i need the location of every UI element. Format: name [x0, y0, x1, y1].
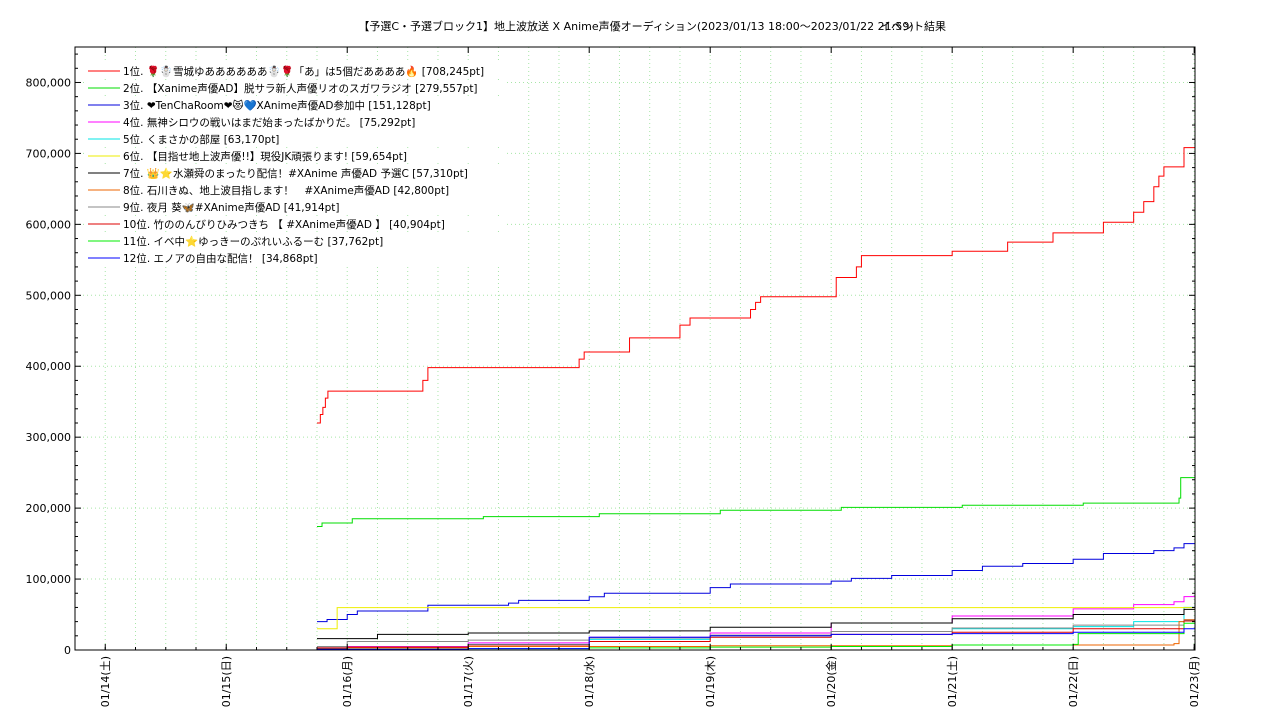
legend-entry: 11位. イベ中⭐ゆっきーのぷれいふるーむ [37,762pt]: [123, 235, 383, 248]
grid: [75, 47, 1195, 650]
series-line: [316, 620, 1195, 650]
legend-background: [84, 165, 504, 180]
legend-entry: 1位. 🌹☃️雪城ゆああああああ☃️🌹「あ」は5個だああああ🔥 [708,245…: [123, 65, 484, 78]
legend: 1位. 🌹☃️雪城ゆああああああ☃️🌹「あ」は5個だああああ🔥 [708,245…: [84, 63, 504, 265]
y-tick-label: 200,000: [26, 502, 72, 515]
x-tick-label: 01/22(日): [1067, 656, 1080, 707]
x-tick-label: 01/16(月): [341, 656, 354, 707]
y-tick-label: 500,000: [26, 289, 72, 302]
legend-entry: 6位. 【目指せ地上波声優!!】現役JK頑張ります! [59,654pt]: [123, 150, 407, 163]
x-tick-label: 01/14(土): [99, 656, 112, 707]
y-tick-label: 0: [64, 644, 71, 657]
x-tick-label: 01/20(金): [824, 656, 838, 707]
legend-entry: 5位. くまさかの部屋 [63,170pt]: [123, 133, 279, 146]
legend-background: [84, 97, 504, 112]
x-tick-label: 01/19(木): [704, 656, 717, 707]
series-line: [316, 607, 1195, 630]
legend-background: [84, 199, 504, 214]
legend-entry: 3位. ❤TenChaRoom❤😻💙XAnime声優AD参加中 [151,128…: [123, 99, 431, 112]
legend-background: [84, 114, 504, 129]
chart-subtitle: イベント結果: [880, 19, 946, 33]
legend-entry: 2位. 【Xanime声優AD】脱サラ新人声優リオのスガワラジオ [279,55…: [123, 82, 478, 95]
legend-entry: 8位. 石川きぬ、地上波目指します！ #XAnime声優AD [42,800pt…: [123, 184, 449, 197]
legend-background: [84, 80, 504, 95]
x-tick-label: 01/18(水): [583, 656, 596, 707]
legend-entry: 10位. 竹ののんびりひみつきち 【 #XAnime声優AD 】 [40,904…: [123, 218, 445, 231]
legend-entry: 9位. 夜月 葵🦋#XAnime声優AD [41,914pt]: [123, 201, 340, 214]
y-tick-label: 600,000: [26, 218, 72, 231]
y-tick-label: 800,000: [26, 76, 72, 89]
x-tick-label: 01/15(日): [220, 656, 233, 707]
y-tick-label: 100,000: [26, 573, 72, 586]
plot-frame: [74, 46, 1196, 651]
legend-background: [84, 63, 504, 78]
series-line: [316, 472, 1196, 528]
legend-background: [84, 233, 504, 248]
series-line: [316, 625, 1196, 650]
y-tick-label: 700,000: [26, 147, 72, 160]
axis-ticks: 0 100,000 200,000 300,000 400,000 500,000 600,…: [26, 47, 1201, 707]
legend-background: [84, 182, 504, 197]
x-tick-label: 01/23(月): [1188, 656, 1201, 707]
series-line: [316, 596, 1195, 648]
series-line: [316, 608, 1195, 640]
x-tick-label: 01/21(土): [946, 656, 959, 707]
legend-entry: 12位. エノアの自由な配信！ [34,868pt]: [123, 252, 318, 265]
chart-title: 【予選C・予選ブロック1】地上波放送 X Anime声優オーディション(2023…: [358, 19, 913, 33]
y-tick-label: 400,000: [26, 360, 72, 373]
x-tick-label: 01/17(火): [462, 656, 475, 707]
legend-background: [84, 216, 504, 231]
legend-background: [84, 250, 504, 265]
legend-background: [84, 131, 504, 146]
series-line: [316, 543, 1195, 623]
series-line: [316, 619, 1195, 647]
y-tick-label: 300,000: [26, 431, 72, 444]
legend-background: [84, 148, 504, 163]
series-line: [316, 147, 1195, 424]
legend-entry: 4位. 無神シロウの戦いはまだ始まったばかりだ。 [75,292pt]: [123, 116, 415, 129]
legend-entry: 7位. 👑⭐水瀬舜のまったり配信！#XAnime 声優AD 予選C [57,31…: [123, 167, 468, 180]
